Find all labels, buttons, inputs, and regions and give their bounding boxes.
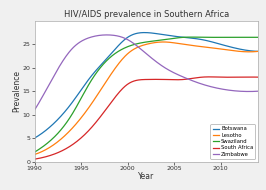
Line: Botswana: Botswana [35, 32, 258, 138]
Botswana [166, 34, 169, 36]
Lesotho [33, 153, 36, 156]
South Africa [34, 158, 37, 160]
X-axis label: Year: Year [138, 172, 155, 181]
Zimbabwe [167, 69, 170, 71]
Legend: Botswana, Lesotho, Swaziland, South Africa, Zimbabwe: Botswana, Lesotho, Swaziland, South Afri… [210, 124, 255, 159]
Botswana [34, 136, 37, 139]
Lesotho [167, 41, 170, 43]
Lesotho [222, 48, 225, 51]
Y-axis label: Prevalence: Prevalence [12, 70, 21, 112]
Zimbabwe [222, 88, 225, 90]
Botswana [143, 31, 146, 34]
Swaziland [236, 36, 239, 38]
Lesotho [256, 50, 260, 52]
South Africa [222, 76, 225, 78]
South Africa [208, 76, 211, 78]
Lesotho [161, 41, 165, 43]
Lesotho [236, 50, 239, 52]
Swaziland [166, 38, 169, 40]
South Africa [170, 78, 173, 81]
Botswana [33, 137, 36, 139]
South Africa [166, 78, 169, 81]
Zimbabwe [171, 71, 174, 73]
Line: Zimbabwe: Zimbabwe [35, 35, 258, 110]
Title: HIV/AIDS prevalence in Southern Africa: HIV/AIDS prevalence in Southern Africa [64, 10, 229, 19]
Lesotho [34, 153, 37, 155]
Swaziland [170, 38, 173, 40]
Zimbabwe [166, 68, 169, 70]
Botswana [222, 44, 225, 46]
Zimbabwe [33, 109, 36, 111]
Line: Lesotho: Lesotho [35, 42, 258, 154]
Botswana [256, 50, 260, 52]
Botswana [167, 34, 170, 37]
Swaziland [222, 36, 225, 38]
Swaziland [256, 36, 260, 38]
Zimbabwe [34, 108, 37, 110]
Botswana [236, 48, 239, 50]
Swaziland [33, 151, 36, 153]
Zimbabwe [256, 90, 260, 92]
South Africa [165, 78, 168, 81]
South Africa [256, 76, 260, 78]
South Africa [33, 158, 36, 160]
Lesotho [166, 41, 169, 43]
Swaziland [165, 38, 168, 40]
Swaziland [34, 150, 37, 153]
Line: South Africa: South Africa [35, 77, 258, 159]
Lesotho [171, 41, 174, 44]
Zimbabwe [106, 34, 109, 36]
Swaziland [189, 36, 192, 38]
South Africa [236, 76, 239, 78]
Botswana [171, 35, 174, 37]
Zimbabwe [236, 90, 239, 92]
Line: Swaziland: Swaziland [35, 37, 258, 152]
